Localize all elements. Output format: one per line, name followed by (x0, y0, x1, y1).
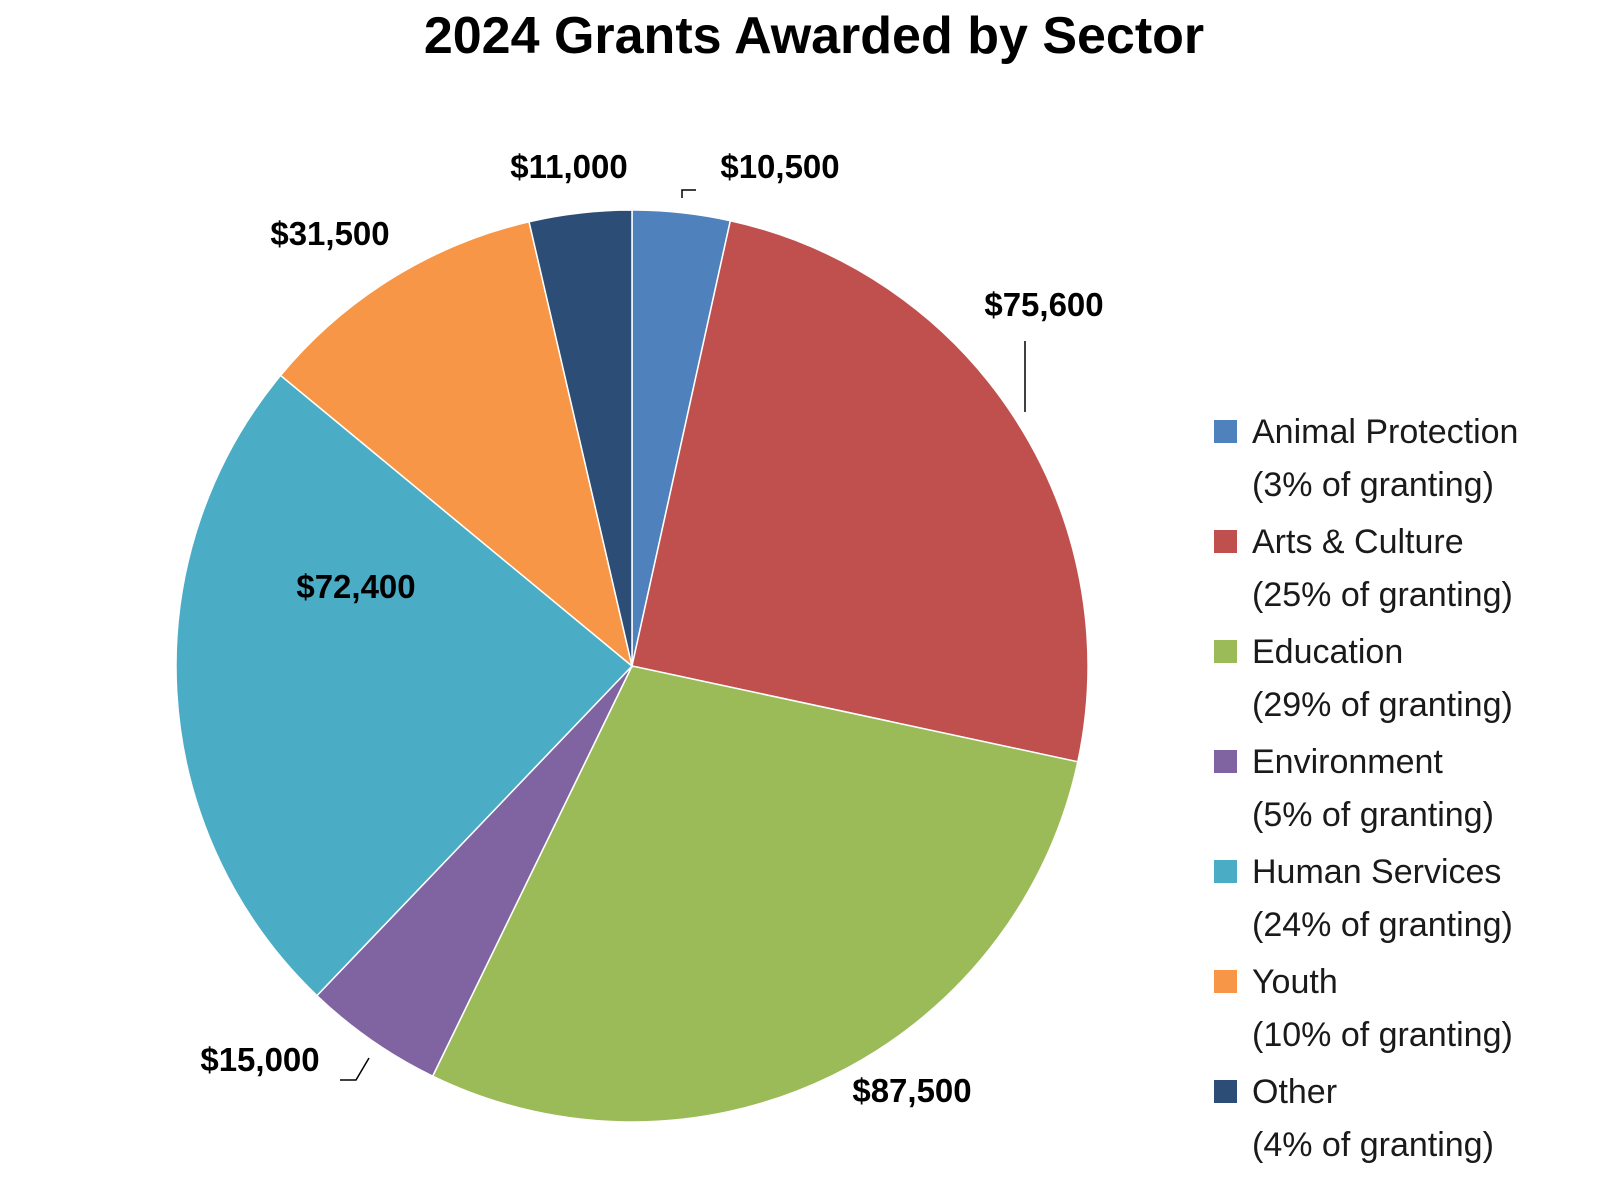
legend-label: Other (1252, 1073, 1338, 1111)
leader-line-animal-protection (681, 189, 696, 198)
legend-label: Education (1252, 633, 1404, 671)
data-label-youth: $31,500 (270, 215, 389, 252)
leader-line-environment (340, 1057, 370, 1081)
legend-swatch (1214, 750, 1237, 773)
legend-swatch (1214, 970, 1237, 993)
legend-item-other: Other (4% of granting) (1214, 1066, 1594, 1176)
legend-item-animal-protection: Animal Protection (3% of granting) (1214, 406, 1594, 516)
legend-share: (3% of granting) (1252, 466, 1494, 504)
pie-slice-education (431, 665, 1079, 1123)
pie-slices (175, 209, 1089, 1123)
legend-item-education: Education (29% of granting) (1214, 626, 1594, 736)
pie-slice-youth (279, 220, 634, 668)
data-labels: $10,500 $75,600 $87,500 $15,000 $72,400 $31,5… (200, 148, 1103, 1109)
legend-swatch (1214, 1080, 1237, 1103)
legend-share: (4% of granting) (1252, 1126, 1494, 1164)
legend-label: Youth (1252, 963, 1338, 1001)
legend-share: (5% of granting) (1252, 796, 1494, 834)
data-label-animal-protection: $10,500 (720, 148, 839, 185)
leader-lines (340, 189, 1026, 1081)
chart-title: 2024 Grants Awarded by Sector (423, 7, 1205, 65)
legend-share: (29% of granting) (1252, 686, 1513, 724)
data-label-other: $11,000 (510, 148, 627, 185)
legend-item-human-services: Human Services (24% of granting) (1214, 846, 1594, 956)
legend-swatch (1214, 640, 1237, 663)
data-label-education: $87,500 (852, 1072, 971, 1109)
legend: Animal Protection (3% of granting) Arts & … (1214, 406, 1594, 1176)
data-label-human-services: $72,400 (296, 568, 415, 605)
legend-swatch (1214, 860, 1237, 883)
pie-slice-human-services (175, 374, 634, 997)
legend-item-arts-culture: Arts & Culture (25% of granting) (1214, 516, 1594, 626)
legend-label: Animal Protection (1252, 413, 1519, 451)
legend-swatch (1214, 420, 1237, 443)
legend-swatch (1214, 530, 1237, 553)
legend-share: (25% of granting) (1252, 576, 1513, 614)
pie-slice-other (528, 209, 633, 667)
legend-label: Human Services (1252, 853, 1502, 891)
legend-label: Environment (1252, 743, 1443, 781)
legend-item-environment: Environment (5% of granting) (1214, 736, 1594, 846)
pie-slice-arts-culture (631, 219, 1089, 763)
data-label-arts-culture: $75,600 (984, 286, 1103, 323)
legend-label: Arts & Culture (1252, 523, 1464, 561)
legend-share: (24% of granting) (1252, 906, 1513, 944)
legend-share: (10% of granting) (1252, 1016, 1513, 1054)
legend-item-youth: Youth (10% of granting) (1214, 956, 1594, 1066)
data-label-environment: $15,000 (200, 1041, 319, 1078)
